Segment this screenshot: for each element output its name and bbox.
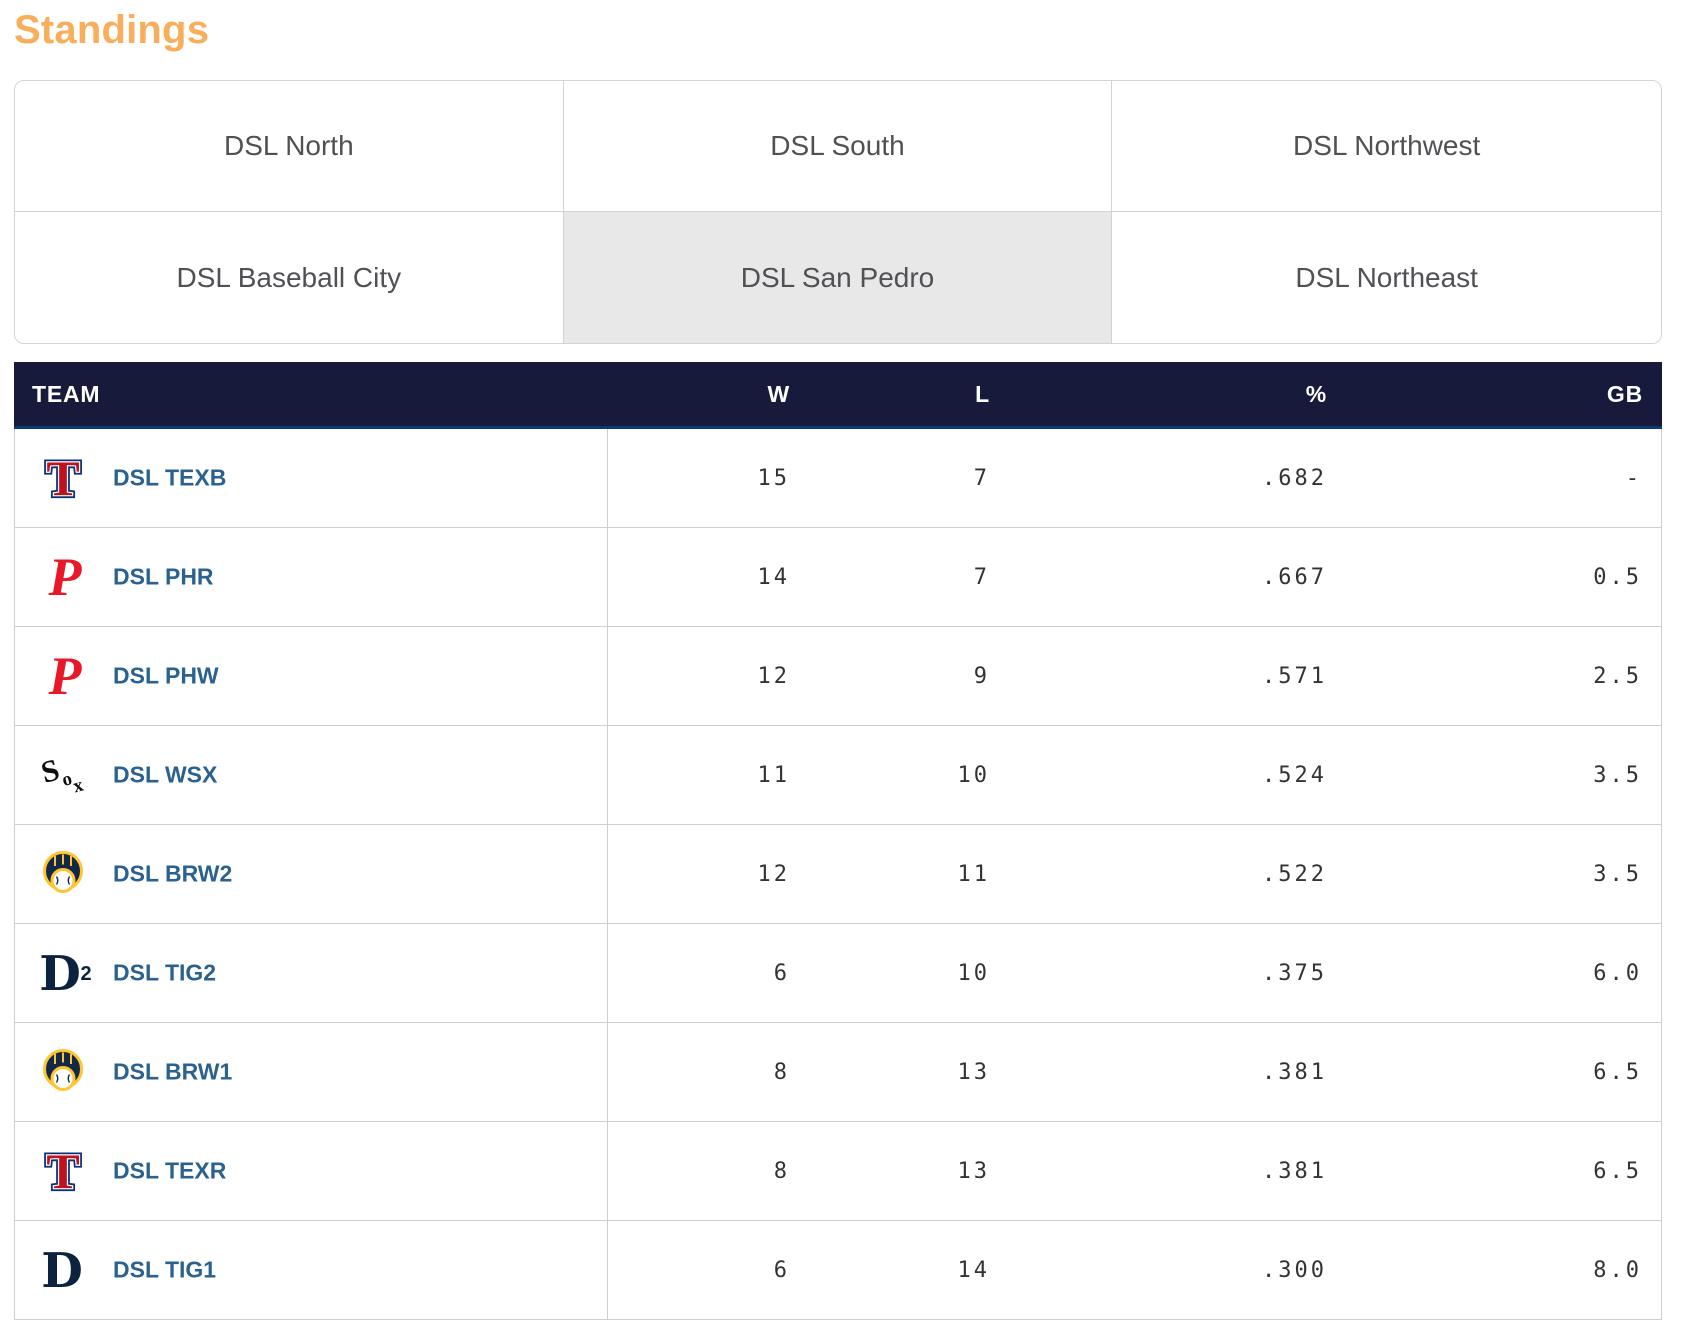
svg-text:T: T xyxy=(46,450,79,506)
standings-table: TEAM W L % GB T T DSL TEXB 15 7.682- P DSL… xyxy=(14,362,1662,1320)
svg-text:2: 2 xyxy=(80,963,91,985)
svg-text:T: T xyxy=(46,450,79,506)
page-title: Standings xyxy=(14,8,210,52)
svg-text:x: x xyxy=(71,774,86,797)
table-header-row: TEAM W L % GB xyxy=(14,362,1662,429)
col-header-pct: % xyxy=(1010,362,1347,429)
pct-cell: .522 xyxy=(1010,825,1347,924)
team-link[interactable]: DSL TEXR xyxy=(113,1157,227,1184)
team-link[interactable]: DSL TIG2 xyxy=(113,959,217,986)
team-link[interactable]: DSL TIG1 xyxy=(113,1256,217,1283)
svg-text:D: D xyxy=(41,1243,83,1299)
rangers-logo-icon: T T xyxy=(39,1140,87,1202)
team-cell: DSL BRW1 xyxy=(14,1023,608,1122)
col-header-gb: GB xyxy=(1347,362,1662,429)
table-row: D DSL TIG1 6 14.300 8.0 xyxy=(14,1221,1662,1320)
team-cell: T T DSL TEXR xyxy=(14,1122,608,1221)
pct-cell: .667 xyxy=(1010,528,1347,627)
team-cell: T T DSL TEXB xyxy=(14,429,608,528)
pct-cell: .381 xyxy=(1010,1023,1347,1122)
l-cell: 9 xyxy=(810,627,1010,726)
tab-dsl-northeast[interactable]: DSL Northeast xyxy=(1112,212,1661,343)
gb-cell: 0.5 xyxy=(1347,528,1662,627)
table-row: DSL BRW1 8 13.381 6.5 xyxy=(14,1023,1662,1122)
l-cell: 7 xyxy=(810,429,1010,528)
l-cell: 13 xyxy=(810,1122,1010,1221)
standings-page: Standings DSL North DSL South DSL Northwes… xyxy=(14,0,1662,1320)
team-cell: S o x DSL WSX xyxy=(14,726,608,825)
l-cell: 10 xyxy=(810,726,1010,825)
table-row: P DSL PHR 14 7.667 0.5 xyxy=(14,528,1662,627)
gb-cell: 3.5 xyxy=(1347,726,1662,825)
team-link[interactable]: DSL WSX xyxy=(113,761,218,788)
w-cell: 8 xyxy=(608,1122,810,1221)
l-cell: 10 xyxy=(810,924,1010,1023)
standings-table-body: T T DSL TEXB 15 7.682- P DSL PHR 14 7.667 0.5… xyxy=(14,429,1662,1320)
team-link[interactable]: DSL BRW2 xyxy=(113,860,233,887)
table-row: S o x DSL WSX 11 10.524 3.5 xyxy=(14,726,1662,825)
w-cell: 11 xyxy=(608,726,810,825)
gb-cell: 8.0 xyxy=(1347,1221,1662,1320)
col-header-l: L xyxy=(810,362,1010,429)
col-header-w: W xyxy=(608,362,810,429)
svg-text:P: P xyxy=(48,646,83,706)
gb-cell: 3.5 xyxy=(1347,825,1662,924)
rangers-logo-icon: T T xyxy=(39,447,87,509)
division-tabs: DSL North DSL South DSL Northwest DSL Baseb… xyxy=(14,80,1662,344)
tab-dsl-northwest[interactable]: DSL Northwest xyxy=(1112,81,1661,212)
svg-text:D: D xyxy=(39,946,81,1002)
table-row: D 2 DSL TIG2 6 10.375 6.0 xyxy=(14,924,1662,1023)
tab-dsl-south[interactable]: DSL South xyxy=(563,81,1113,212)
svg-text:T: T xyxy=(46,1143,79,1199)
l-cell: 7 xyxy=(810,528,1010,627)
tab-dsl-san-pedro[interactable]: DSL San Pedro xyxy=(563,212,1113,343)
team-link[interactable]: DSL PHR xyxy=(113,563,214,590)
team-link[interactable]: DSL TEXB xyxy=(113,464,227,491)
tab-dsl-north[interactable]: DSL North xyxy=(15,81,564,212)
pct-cell: .682 xyxy=(1010,429,1347,528)
table-row: T T DSL TEXR 8 13.381 6.5 xyxy=(14,1122,1662,1221)
tab-dsl-baseball-city[interactable]: DSL Baseball City xyxy=(15,212,564,343)
l-cell: 14 xyxy=(810,1221,1010,1320)
phillies-logo-icon: P xyxy=(39,646,87,706)
w-cell: 15 xyxy=(608,429,810,528)
svg-text:T: T xyxy=(46,1143,79,1199)
col-header-team: TEAM xyxy=(14,362,608,429)
tigers-logo-icon: D xyxy=(39,1243,87,1299)
w-cell: 12 xyxy=(608,825,810,924)
team-cell: D DSL TIG1 xyxy=(14,1221,608,1320)
pct-cell: .571 xyxy=(1010,627,1347,726)
gb-cell: 6.5 xyxy=(1347,1122,1662,1221)
team-cell: P DSL PHW xyxy=(14,627,608,726)
pct-cell: .524 xyxy=(1010,726,1347,825)
team-cell: DSL BRW2 xyxy=(14,825,608,924)
w-cell: 12 xyxy=(608,627,810,726)
w-cell: 8 xyxy=(608,1023,810,1122)
pct-cell: .381 xyxy=(1010,1122,1347,1221)
w-cell: 6 xyxy=(608,924,810,1023)
team-link[interactable]: DSL BRW1 xyxy=(113,1058,233,1085)
gb-cell: 6.5 xyxy=(1347,1023,1662,1122)
table-row: DSL BRW2 12 11.522 3.5 xyxy=(14,825,1662,924)
tigers-2-logo-icon: D 2 xyxy=(39,946,91,1002)
phillies-logo-icon: P xyxy=(39,547,87,607)
l-cell: 11 xyxy=(810,825,1010,924)
pct-cell: .375 xyxy=(1010,924,1347,1023)
brewers-logo-icon xyxy=(39,1048,87,1096)
w-cell: 14 xyxy=(608,528,810,627)
brewers-logo-icon xyxy=(39,850,87,898)
w-cell: 6 xyxy=(608,1221,810,1320)
white-sox-logo-icon: S o x xyxy=(37,751,87,799)
svg-text:P: P xyxy=(48,547,83,607)
team-cell: D 2 DSL TIG2 xyxy=(14,924,608,1023)
table-row: P DSL PHW 12 9.571 2.5 xyxy=(14,627,1662,726)
gb-cell: 6.0 xyxy=(1347,924,1662,1023)
team-link[interactable]: DSL PHW xyxy=(113,662,219,689)
gb-cell: - xyxy=(1347,429,1662,528)
table-row: T T DSL TEXB 15 7.682- xyxy=(14,429,1662,528)
l-cell: 13 xyxy=(810,1023,1010,1122)
gb-cell: 2.5 xyxy=(1347,627,1662,726)
team-cell: P DSL PHR xyxy=(14,528,608,627)
pct-cell: .300 xyxy=(1010,1221,1347,1320)
